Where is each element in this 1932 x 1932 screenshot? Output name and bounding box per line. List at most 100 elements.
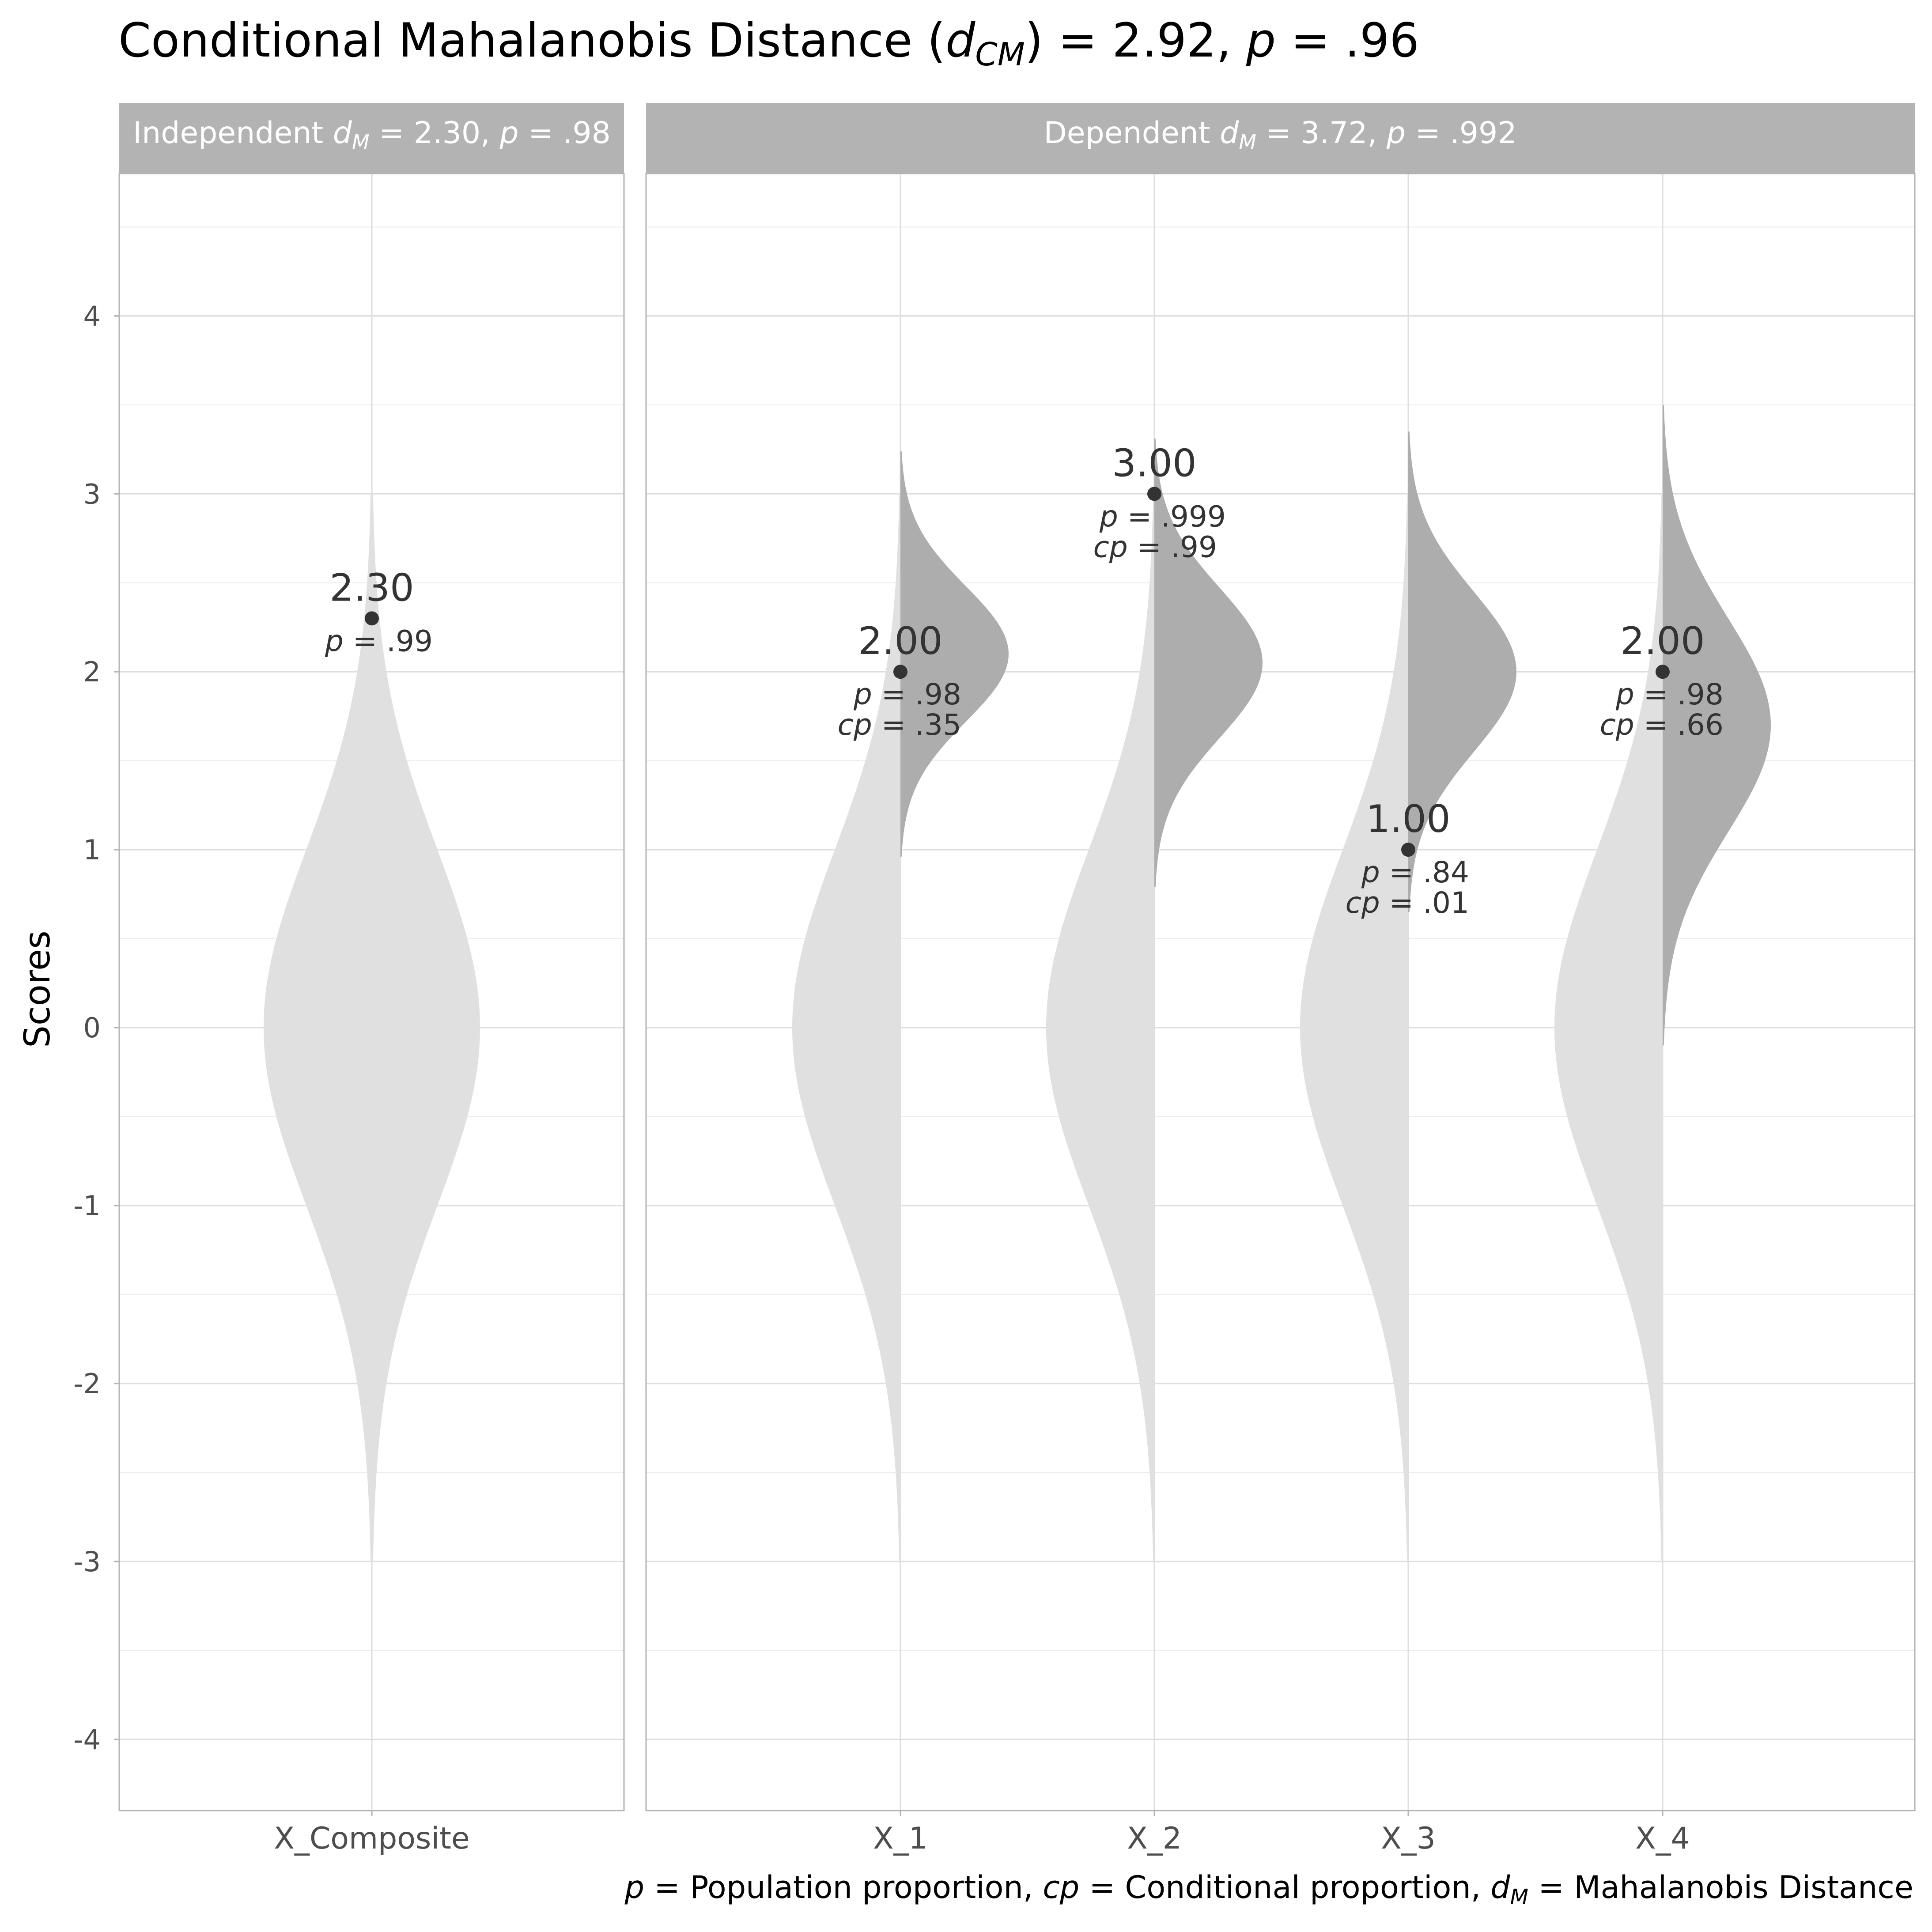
caption-cp-text: = Conditional proportion, (1079, 1869, 1490, 1906)
x-tick-label: X_1 (873, 1821, 928, 1856)
p-value: = .98 (1634, 677, 1724, 711)
x-tick-label: X_3 (1381, 1821, 1436, 1856)
chart-title-close: ) (1025, 13, 1043, 68)
facet-strip-dependent: Dependent dM = 3.72, p = .992 (646, 103, 1915, 174)
score-label: 2.00 (858, 619, 942, 663)
panel-border (645, 173, 1916, 1811)
x-tick-label: X_Composite (274, 1821, 470, 1856)
caption-d: d (1490, 1869, 1510, 1906)
violin-layer (264, 405, 1771, 1561)
caption-cp: cp (1043, 1869, 1079, 1906)
cp-value: = .66 (1634, 708, 1724, 742)
x-tick-label: X_4 (1635, 1821, 1690, 1856)
p-label: p = .99 (325, 624, 433, 658)
cp-label: cp = .01 (1346, 886, 1469, 920)
conditional-violin-X_2 (1154, 439, 1263, 887)
facet-strip-independent-p: p (499, 116, 518, 151)
y-tick-label: -2 (73, 1368, 101, 1400)
cp-symbol: cp (1346, 886, 1380, 920)
score-point-X_Composite (365, 611, 379, 626)
y-tick-label: 0 (83, 1012, 101, 1044)
cp-value: = .01 (1380, 886, 1469, 920)
score-label: 1.00 (1366, 797, 1450, 841)
conditional-violin-X_4 (1663, 405, 1771, 1046)
facet-strip-independent-lead: Independent (133, 116, 333, 151)
score-label: 2.00 (1620, 619, 1705, 663)
chart-title: Conditional Mahalanobis Distance (dCM) =… (118, 13, 1419, 73)
facet-strip-dependent-lead: Dependent (1044, 116, 1220, 151)
y-tick-label: -3 (73, 1546, 101, 1578)
p-label: p = .98 (853, 677, 961, 711)
facet-strip-independent-sub: M (352, 130, 370, 154)
cp-symbol: cp (838, 708, 872, 742)
facet-strip-independent-label: Independent dM = 2.30, p = .98 (133, 116, 611, 154)
y-tick-label: -4 (73, 1724, 101, 1756)
p-value: = .99 (344, 624, 433, 658)
y-tick-label: 3 (83, 478, 101, 510)
chart-title-rest: = 2.92, (1043, 13, 1246, 68)
cp-value: = .35 (872, 708, 961, 742)
score-label: 3.00 (1112, 441, 1196, 485)
cp-symbol: cp (1600, 708, 1634, 742)
p-symbol: p (853, 677, 872, 711)
y-tick-label: -1 (73, 1190, 101, 1222)
p-symbol: p (1615, 677, 1634, 711)
caption-d-sub: M (1510, 1885, 1528, 1909)
p-value: = .999 (1118, 499, 1226, 533)
population-violin-X_4 (1554, 494, 1663, 1561)
facet-strip-independent-p-rest: = .98 (519, 116, 611, 151)
conditional-violin-X_1 (900, 451, 1009, 857)
facet-strip-dependent-bg (646, 103, 1915, 174)
facet-strip-independent-rest: = 2.30, (370, 116, 500, 151)
y-axis-label: Scores (17, 930, 58, 1048)
y-tick-label: 2 (83, 656, 101, 688)
score-point-X_1 (893, 665, 907, 679)
p-label: p = .999 (1099, 499, 1226, 533)
p-symbol: p (1361, 855, 1380, 889)
x-tick-label: X_2 (1127, 1821, 1182, 1856)
facet-strip-dependent-p-rest: = .992 (1406, 116, 1517, 151)
score-point-X_2 (1147, 487, 1161, 501)
chart-title-open: ( (927, 13, 945, 68)
x-axis: X_Composite X_1 X_2 X_3 X_4 (274, 1811, 1690, 1856)
score-label: 2.30 (329, 566, 414, 610)
chart-title-p-rest: = .96 (1276, 13, 1419, 68)
chart-caption: p = Population proportion, cp = Conditio… (624, 1869, 1913, 1909)
facet-strip-dependent-p: p (1386, 116, 1406, 151)
facet-strip-independent-sym: d (333, 116, 352, 151)
chart-title-sub: CM (975, 36, 1025, 73)
cp-label: cp = .35 (838, 708, 961, 742)
facet-strip-dependent-rest: = 3.72, (1256, 116, 1387, 151)
caption-p-text: = Population proportion, (644, 1869, 1043, 1906)
chart-title-p: p (1246, 13, 1276, 68)
chart-title-sym: d (945, 13, 975, 68)
score-point-X_3 (1401, 843, 1415, 857)
p-label: p = .98 (1615, 677, 1724, 711)
population-violin-X_Composite (264, 494, 480, 1561)
cp-label: cp = .66 (1600, 708, 1724, 742)
facet-strip-dependent-label: Dependent dM = 3.72, p = .992 (1044, 116, 1516, 154)
conditional-violin-X_3 (1408, 431, 1516, 912)
p-symbol: p (325, 624, 344, 658)
caption-d-text: = Mahalanobis Distance (1528, 1869, 1913, 1906)
y-axis: -4 -3 -2 -1 0 1 2 3 4 (73, 300, 119, 1756)
facet-strip-independent: Independent dM = 2.30, p = .98 (119, 103, 624, 174)
y-tick-label: 1 (83, 834, 101, 866)
cp-label: cp = .99 (1093, 530, 1217, 564)
facet-strip-independent-bg (119, 103, 624, 174)
y-tick-label: 4 (83, 300, 101, 332)
cp-symbol: cp (1093, 530, 1128, 564)
population-violin-X_1 (792, 494, 900, 1561)
population-violin-X_2 (1046, 494, 1154, 1561)
cp-value: = .99 (1128, 530, 1217, 564)
p-label: p = .84 (1361, 855, 1469, 889)
population-violin-X_3 (1300, 494, 1408, 1561)
p-symbol: p (1099, 499, 1118, 533)
facet-strip-dependent-sub: M (1239, 130, 1256, 154)
chart-title-lead: Conditional Mahalanobis Distance (118, 13, 927, 68)
p-value: = .84 (1380, 855, 1469, 889)
p-value: = .98 (872, 677, 961, 711)
